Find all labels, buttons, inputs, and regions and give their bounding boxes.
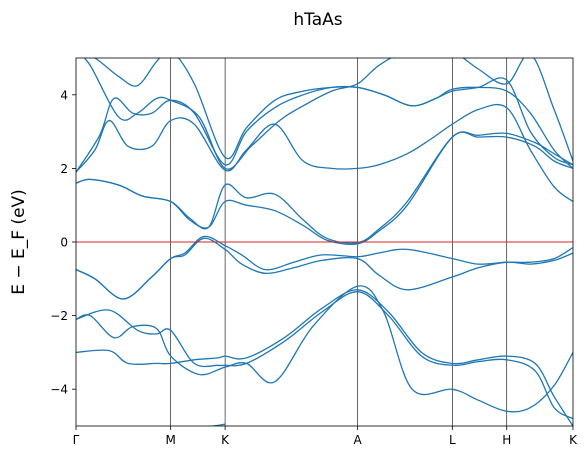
x-tick-label: M: [165, 433, 175, 447]
x-tick-label: A: [354, 433, 363, 447]
x-tick-label: L: [449, 433, 456, 447]
band-line-3: [76, 285, 573, 413]
x-tick-label: K: [221, 433, 230, 447]
x-tick-label: Γ: [73, 433, 80, 447]
y-tick-label: 0: [60, 236, 68, 250]
y-tick-label: −4: [50, 383, 68, 397]
band-line-1: [76, 289, 573, 426]
x-tick-label: H: [502, 433, 511, 447]
band-line-8: [76, 103, 573, 203]
band-line-7: [76, 131, 573, 244]
y-tick-label: 4: [60, 88, 68, 102]
y-axis-label: E − E_F (eV): [9, 189, 29, 295]
band-line-10: [93, 58, 573, 166]
chart-title: hTaAs: [293, 10, 342, 30]
x-tick-label: K: [569, 433, 578, 447]
band-line-2: [76, 291, 573, 420]
y-tick-label: 2: [60, 162, 68, 176]
band-line-9: [76, 85, 573, 173]
band-line-11: [83, 58, 573, 170]
y-tick-label: −2: [50, 309, 68, 323]
band-line-5: [76, 237, 573, 300]
